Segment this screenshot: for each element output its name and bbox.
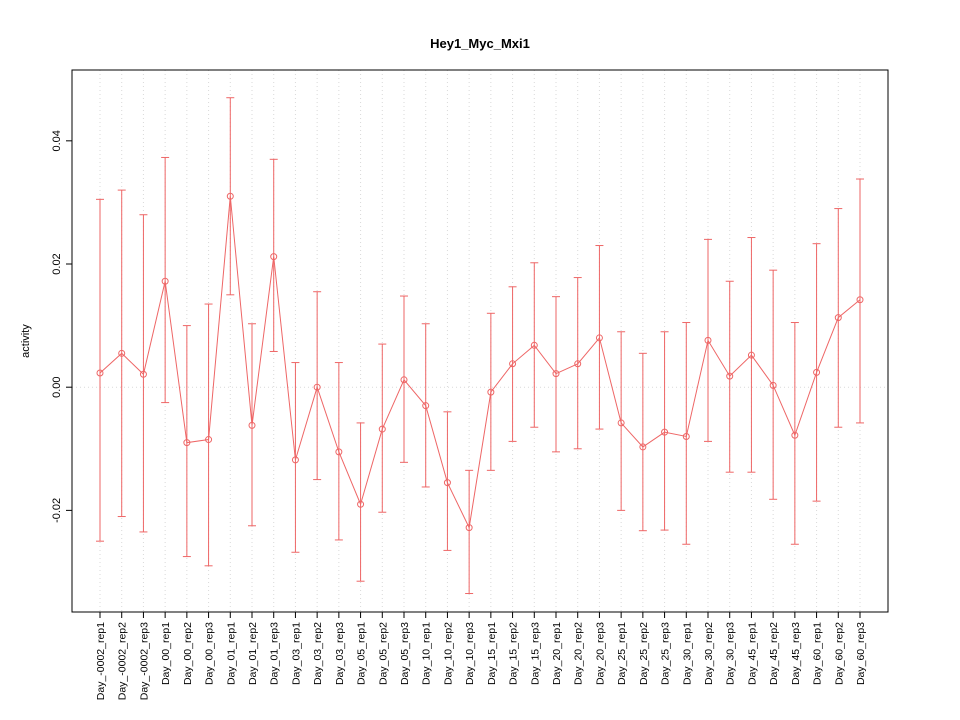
data-point (682, 432, 690, 440)
data-point (704, 336, 712, 344)
data-point (856, 296, 864, 304)
x-tick-label: Day_00_rep2 (182, 622, 194, 685)
x-tick-label: Day_25_rep3 (660, 622, 672, 685)
x-tick-label: Day_20_rep3 (594, 622, 606, 685)
plot-border (71, 69, 889, 613)
y-tick-label: 0.04 (51, 130, 63, 151)
data-point (139, 370, 147, 378)
x-tick-label: Day_03_rep2 (312, 622, 324, 685)
chart-title: Hey1_Myc_Mxi1 (430, 36, 530, 51)
x-tick-label: Day_45_rep3 (790, 622, 802, 685)
data-point (357, 500, 365, 508)
series-line (99, 196, 861, 530)
data-point (465, 524, 473, 532)
x-tick-label: Day_-0002_rep3 (138, 622, 150, 700)
x-tick-label: Day_20_rep2 (573, 622, 585, 685)
x-tick-label: Day_60_rep1 (812, 622, 824, 685)
x-tick-label: Day_00_rep1 (160, 622, 172, 685)
data-point (552, 370, 560, 378)
x-tick-label: Day_45_rep2 (768, 622, 780, 685)
data-point (118, 349, 126, 357)
x-tick-label: Day_15_rep3 (529, 622, 541, 685)
x-tick-label: Day_01_rep2 (247, 622, 259, 685)
data-point (726, 372, 734, 380)
data-point (639, 443, 647, 451)
x-tick-label: Day_10_rep3 (464, 622, 476, 685)
x-tick-label: Day_30_rep2 (703, 622, 715, 685)
data-point (443, 479, 451, 487)
data-point (291, 456, 299, 464)
x-tick-label: Day_10_rep1 (421, 622, 433, 685)
data-point (226, 192, 234, 200)
x-tick-label: Day_05_rep2 (377, 622, 389, 685)
x-tick-label: Day_25_rep1 (616, 622, 628, 685)
y-tick-label: -0.02 (51, 498, 63, 523)
data-point (183, 439, 191, 447)
data-point (595, 334, 603, 342)
data-point (335, 448, 343, 456)
x-tick-label: Day_-0002_rep1 (95, 622, 107, 700)
x-tick-label: Day_01_rep1 (225, 622, 237, 685)
data-point (422, 402, 430, 410)
y-tick-label: 0.00 (51, 376, 63, 397)
x-tick-label: Day_30_rep1 (681, 622, 693, 685)
x-tick-label: Day_45_rep1 (746, 622, 758, 685)
data-point (161, 277, 169, 285)
x-tick-label: Day_15_rep1 (486, 622, 498, 685)
data-point (487, 388, 495, 396)
x-tick-label: Day_00_rep3 (204, 622, 216, 685)
data-point (813, 368, 821, 376)
x-tick-label: Day_60_rep2 (833, 622, 845, 685)
data-point (661, 428, 669, 436)
data-point (270, 253, 278, 261)
data-point (378, 425, 386, 433)
data-point (400, 376, 408, 384)
x-tick-label: Day_-0002_rep2 (117, 622, 129, 700)
x-tick-label: Day_30_rep3 (725, 622, 737, 685)
data-point (530, 341, 538, 349)
data-point (248, 421, 256, 429)
x-tick-label: Day_25_rep2 (638, 622, 650, 685)
x-tick-label: Day_05_rep3 (399, 622, 411, 685)
data-point (834, 314, 842, 322)
x-tick-label: Day_60_rep3 (855, 622, 867, 685)
data-point (574, 360, 582, 368)
x-tick-label: Day_03_rep3 (334, 622, 346, 685)
y-tick-label: 0.02 (51, 253, 63, 274)
x-tick-label: Day_10_rep2 (442, 622, 454, 685)
data-point (509, 360, 517, 368)
data-point (747, 351, 755, 359)
data-point (791, 431, 799, 439)
x-tick-label: Day_15_rep2 (508, 622, 520, 685)
y-axis-label: activity (20, 324, 32, 358)
data-point (313, 383, 321, 391)
data-point (205, 436, 213, 444)
data-point (96, 369, 104, 377)
x-tick-label: Day_20_rep1 (551, 622, 563, 685)
x-tick-label: Day_01_rep3 (269, 622, 281, 685)
data-point (769, 381, 777, 389)
x-tick-label: Day_03_rep1 (290, 622, 302, 685)
data-point (617, 419, 625, 427)
x-tick-label: Day_05_rep1 (356, 622, 368, 685)
